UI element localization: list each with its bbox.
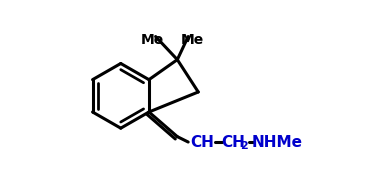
Text: NHMe: NHMe (252, 135, 303, 149)
Text: CH: CH (221, 135, 245, 149)
Text: Me: Me (181, 33, 204, 47)
Text: CH: CH (190, 135, 214, 149)
Text: 2: 2 (240, 141, 248, 151)
Text: Me: Me (141, 33, 164, 47)
